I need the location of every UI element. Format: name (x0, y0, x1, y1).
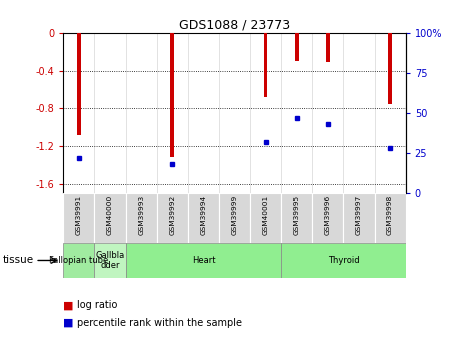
Text: tissue: tissue (2, 256, 33, 265)
Bar (281, 243, 406, 278)
Text: Heart: Heart (192, 256, 215, 265)
Text: GSM39997: GSM39997 (356, 195, 362, 235)
Text: GSM39998: GSM39998 (387, 195, 393, 235)
Bar (94, 193, 126, 243)
Text: GSM39996: GSM39996 (325, 195, 331, 235)
Bar (281, 193, 312, 243)
Text: percentile rank within the sample: percentile rank within the sample (77, 318, 242, 327)
Text: Fallopian tube: Fallopian tube (49, 256, 108, 265)
Text: GSM39995: GSM39995 (294, 195, 300, 235)
Bar (219, 193, 250, 243)
Bar (264, 33, 267, 97)
Bar (126, 193, 157, 243)
Bar (157, 193, 188, 243)
Bar (312, 193, 343, 243)
Text: GSM40001: GSM40001 (263, 195, 269, 235)
Text: ■: ■ (63, 300, 74, 310)
Bar (94, 243, 126, 278)
Bar (343, 193, 375, 243)
Title: GDS1088 / 23773: GDS1088 / 23773 (179, 19, 290, 32)
Text: GSM39991: GSM39991 (76, 195, 82, 235)
Bar (170, 33, 174, 157)
Bar (375, 193, 406, 243)
Text: GSM39993: GSM39993 (138, 195, 144, 235)
Text: log ratio: log ratio (77, 300, 118, 310)
Text: Gallbla
dder: Gallbla dder (95, 251, 125, 270)
Bar (326, 33, 330, 62)
Bar (295, 33, 299, 61)
Bar (63, 243, 94, 278)
Text: GSM39992: GSM39992 (169, 195, 175, 235)
Text: ■: ■ (63, 318, 74, 327)
Text: GSM39994: GSM39994 (200, 195, 206, 235)
Bar (188, 193, 219, 243)
Text: Thyroid: Thyroid (328, 256, 359, 265)
Bar (63, 193, 94, 243)
Text: GSM39999: GSM39999 (232, 195, 237, 235)
Bar (250, 193, 281, 243)
Bar (77, 33, 81, 135)
Bar (388, 33, 392, 104)
Text: GSM40000: GSM40000 (107, 195, 113, 235)
Bar (126, 243, 281, 278)
